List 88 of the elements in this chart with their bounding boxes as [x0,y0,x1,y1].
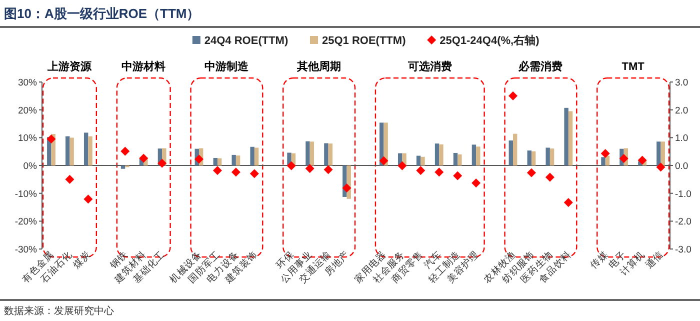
y-tick-label: 30% [18,78,38,88]
bar [550,148,554,166]
source-note: 数据来源：发展研究中心 [4,305,114,317]
text: 中游材料 [122,60,166,73]
legend-label: 25Q1 ROE(TTM) [322,35,406,47]
bar [508,140,513,166]
point [508,91,518,100]
point [656,162,666,172]
bar [527,150,532,166]
bar [120,166,126,169]
point [545,172,554,182]
point [434,168,444,177]
text: TMT [622,61,645,73]
y-tick-label: -20% [14,216,38,228]
bar [531,151,536,166]
point [120,146,130,156]
bar [601,157,606,166]
text: 其他周期 [296,60,342,73]
bar [564,108,568,166]
point [526,168,536,178]
bar [476,146,480,166]
point [158,158,167,168]
bar [88,136,92,166]
bar [66,136,70,166]
y-tick-label: 20% [18,105,38,116]
y2-tick-label: 2.0 [675,105,688,116]
point [564,198,573,208]
text: 上游资源 [46,60,93,73]
point [139,154,148,163]
point [416,166,426,176]
bar [254,148,259,166]
y-tick-label: -30% [14,244,38,256]
bar [546,148,550,166]
point [286,161,296,170]
y2-tick-label: 1.0 [675,133,688,144]
bar [453,152,458,166]
point [342,184,352,193]
point [65,174,74,184]
bar [84,132,88,166]
legend-label: 24Q4 ROE(TTM) [204,35,288,47]
point [619,154,628,164]
bar [439,144,444,166]
bar [568,111,573,166]
bar [420,156,425,166]
y2-tick-label: 3.0 [675,78,688,88]
bar [306,141,310,166]
point [600,149,610,158]
text: 中游制造 [204,60,250,73]
bar [458,154,462,166]
bar [213,158,218,166]
bar [434,144,440,166]
bar [236,155,240,166]
point [84,194,93,204]
bar [324,143,328,166]
y2-tick-label: 0.0 [675,161,688,172]
point [398,161,407,170]
text: 可选消费 [406,60,452,73]
point [379,156,388,166]
point [305,164,314,174]
point [453,171,462,180]
bar [310,142,314,166]
point [472,178,481,188]
bar [217,158,222,166]
bar [232,154,236,166]
bar [416,156,421,166]
bar [472,144,476,166]
chart-title: 图10：A股一级行业ROE（TTM） [4,6,200,21]
bar [660,142,665,166]
point [324,165,333,174]
y2-tick-label: -1.0 [675,188,692,200]
bar [656,142,661,166]
y-tick-label: 10% [18,133,38,144]
bar [250,146,254,166]
y2-tick-label: -3.0 [675,244,692,256]
point [250,169,259,178]
bar [70,138,74,166]
legend-label: 25Q1-24Q4(%,右轴) [440,34,540,47]
y2-tick-label: -2.0 [675,216,692,228]
y-tick-label: 0% [23,161,38,172]
bar [513,134,518,166]
text: 必需消费 [518,60,563,73]
point [638,156,647,165]
point [231,168,240,177]
point [212,166,222,176]
y-tick-label: -10% [14,188,38,200]
point [194,154,204,164]
point [46,134,56,144]
bar [328,144,332,166]
